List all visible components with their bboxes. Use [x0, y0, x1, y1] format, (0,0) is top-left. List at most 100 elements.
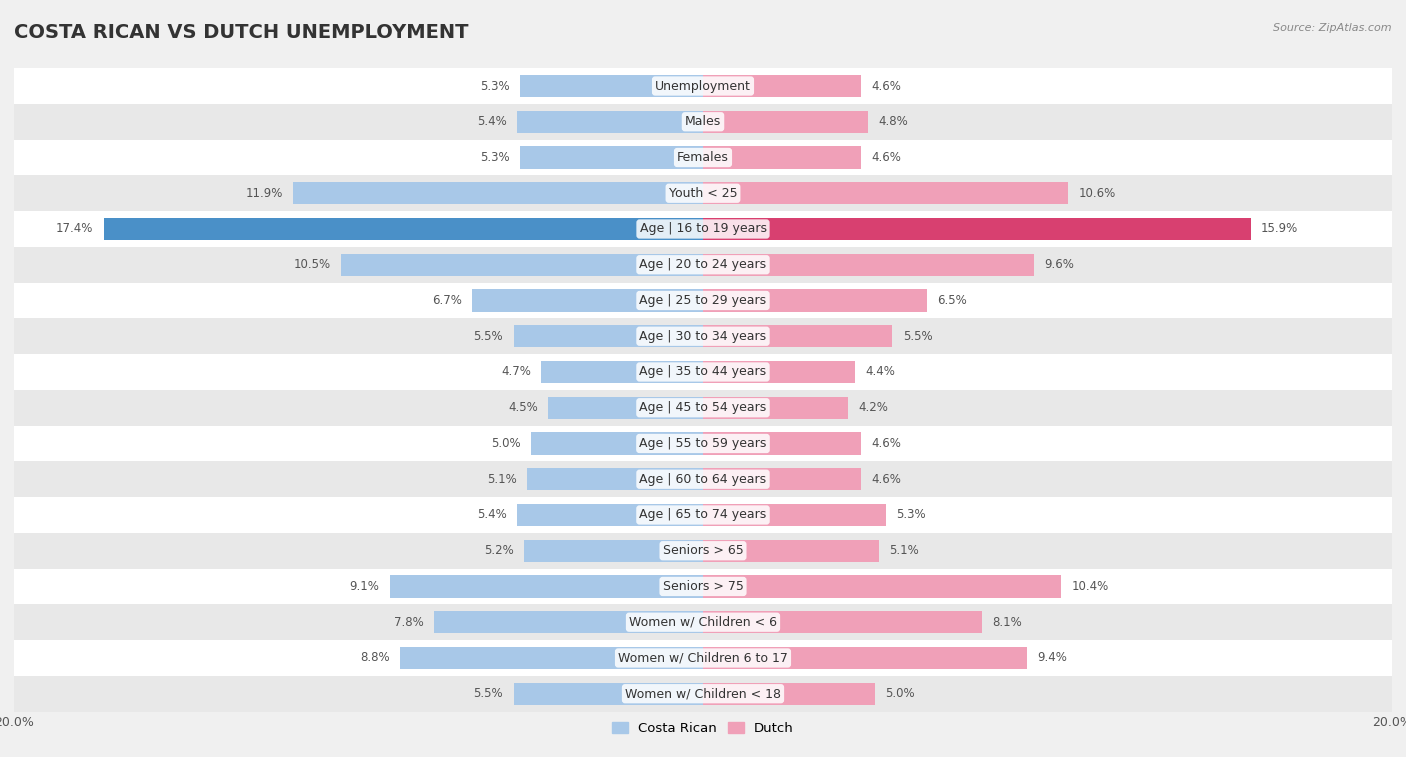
Bar [14, 354, 1392, 390]
Bar [703, 683, 875, 705]
Text: 4.6%: 4.6% [872, 472, 901, 486]
Text: 4.5%: 4.5% [508, 401, 537, 414]
Text: 9.1%: 9.1% [349, 580, 380, 593]
Text: 5.5%: 5.5% [903, 330, 932, 343]
Bar [14, 533, 1392, 569]
Text: Source: ZipAtlas.com: Source: ZipAtlas.com [1274, 23, 1392, 33]
Text: Age | 65 to 74 years: Age | 65 to 74 years [640, 509, 766, 522]
Bar [524, 540, 703, 562]
Bar [513, 326, 703, 347]
Bar [14, 139, 1392, 176]
Text: 5.0%: 5.0% [886, 687, 915, 700]
Legend: Costa Rican, Dutch: Costa Rican, Dutch [607, 716, 799, 740]
Bar [703, 468, 862, 491]
Text: Age | 16 to 19 years: Age | 16 to 19 years [640, 223, 766, 235]
Bar [703, 647, 1026, 669]
Bar [703, 182, 1069, 204]
Text: 17.4%: 17.4% [56, 223, 93, 235]
Bar [703, 254, 1033, 276]
Text: 5.1%: 5.1% [889, 544, 918, 557]
Bar [703, 540, 879, 562]
Text: 6.5%: 6.5% [938, 294, 967, 307]
Text: Youth < 25: Youth < 25 [669, 187, 737, 200]
Bar [517, 504, 703, 526]
Bar [434, 611, 703, 634]
Bar [14, 640, 1392, 676]
Text: 5.5%: 5.5% [474, 687, 503, 700]
Bar [517, 111, 703, 132]
Bar [14, 282, 1392, 319]
Text: COSTA RICAN VS DUTCH UNEMPLOYMENT: COSTA RICAN VS DUTCH UNEMPLOYMENT [14, 23, 468, 42]
Text: 10.4%: 10.4% [1071, 580, 1109, 593]
Bar [703, 611, 981, 634]
Bar [472, 289, 703, 312]
Text: Age | 30 to 34 years: Age | 30 to 34 years [640, 330, 766, 343]
Text: Age | 45 to 54 years: Age | 45 to 54 years [640, 401, 766, 414]
Bar [389, 575, 703, 597]
Bar [703, 111, 869, 132]
Text: 5.4%: 5.4% [477, 509, 506, 522]
Bar [292, 182, 703, 204]
Text: Age | 20 to 24 years: Age | 20 to 24 years [640, 258, 766, 271]
Bar [513, 683, 703, 705]
Text: 5.1%: 5.1% [488, 472, 517, 486]
Bar [14, 425, 1392, 461]
Bar [703, 575, 1062, 597]
Text: 4.7%: 4.7% [501, 366, 531, 378]
Bar [703, 432, 862, 454]
Bar [703, 146, 862, 169]
Text: 5.3%: 5.3% [481, 151, 510, 164]
Bar [548, 397, 703, 419]
Text: 4.2%: 4.2% [858, 401, 887, 414]
Text: Unemployment: Unemployment [655, 79, 751, 92]
Text: 11.9%: 11.9% [246, 187, 283, 200]
Bar [14, 319, 1392, 354]
Bar [520, 146, 703, 169]
Text: 15.9%: 15.9% [1261, 223, 1298, 235]
Text: 5.0%: 5.0% [491, 437, 520, 450]
Bar [531, 432, 703, 454]
Text: Seniors > 65: Seniors > 65 [662, 544, 744, 557]
Bar [399, 647, 703, 669]
Text: Women w/ Children < 6: Women w/ Children < 6 [628, 615, 778, 629]
Bar [14, 176, 1392, 211]
Bar [14, 461, 1392, 497]
Bar [703, 361, 855, 383]
Bar [527, 468, 703, 491]
Bar [14, 569, 1392, 604]
Text: 9.6%: 9.6% [1045, 258, 1074, 271]
Bar [14, 497, 1392, 533]
Bar [520, 75, 703, 97]
Bar [541, 361, 703, 383]
Bar [104, 218, 703, 240]
Text: 6.7%: 6.7% [432, 294, 461, 307]
Bar [703, 289, 927, 312]
Text: 7.8%: 7.8% [394, 615, 425, 629]
Text: Males: Males [685, 115, 721, 128]
Bar [703, 504, 886, 526]
Text: 5.3%: 5.3% [481, 79, 510, 92]
Text: Women w/ Children < 18: Women w/ Children < 18 [626, 687, 780, 700]
Text: Seniors > 75: Seniors > 75 [662, 580, 744, 593]
Bar [703, 218, 1251, 240]
Text: 8.1%: 8.1% [993, 615, 1022, 629]
Text: 4.6%: 4.6% [872, 437, 901, 450]
Text: 5.4%: 5.4% [477, 115, 506, 128]
Bar [14, 676, 1392, 712]
Bar [703, 326, 893, 347]
Bar [14, 211, 1392, 247]
Text: 4.8%: 4.8% [879, 115, 908, 128]
Bar [14, 390, 1392, 425]
Text: 5.5%: 5.5% [474, 330, 503, 343]
Text: 9.4%: 9.4% [1038, 652, 1067, 665]
Bar [342, 254, 703, 276]
Bar [14, 247, 1392, 282]
Text: Women w/ Children 6 to 17: Women w/ Children 6 to 17 [619, 652, 787, 665]
Text: Age | 25 to 29 years: Age | 25 to 29 years [640, 294, 766, 307]
Text: Females: Females [678, 151, 728, 164]
Text: Age | 35 to 44 years: Age | 35 to 44 years [640, 366, 766, 378]
Bar [14, 604, 1392, 640]
Text: Age | 55 to 59 years: Age | 55 to 59 years [640, 437, 766, 450]
Bar [14, 68, 1392, 104]
Text: 5.3%: 5.3% [896, 509, 925, 522]
